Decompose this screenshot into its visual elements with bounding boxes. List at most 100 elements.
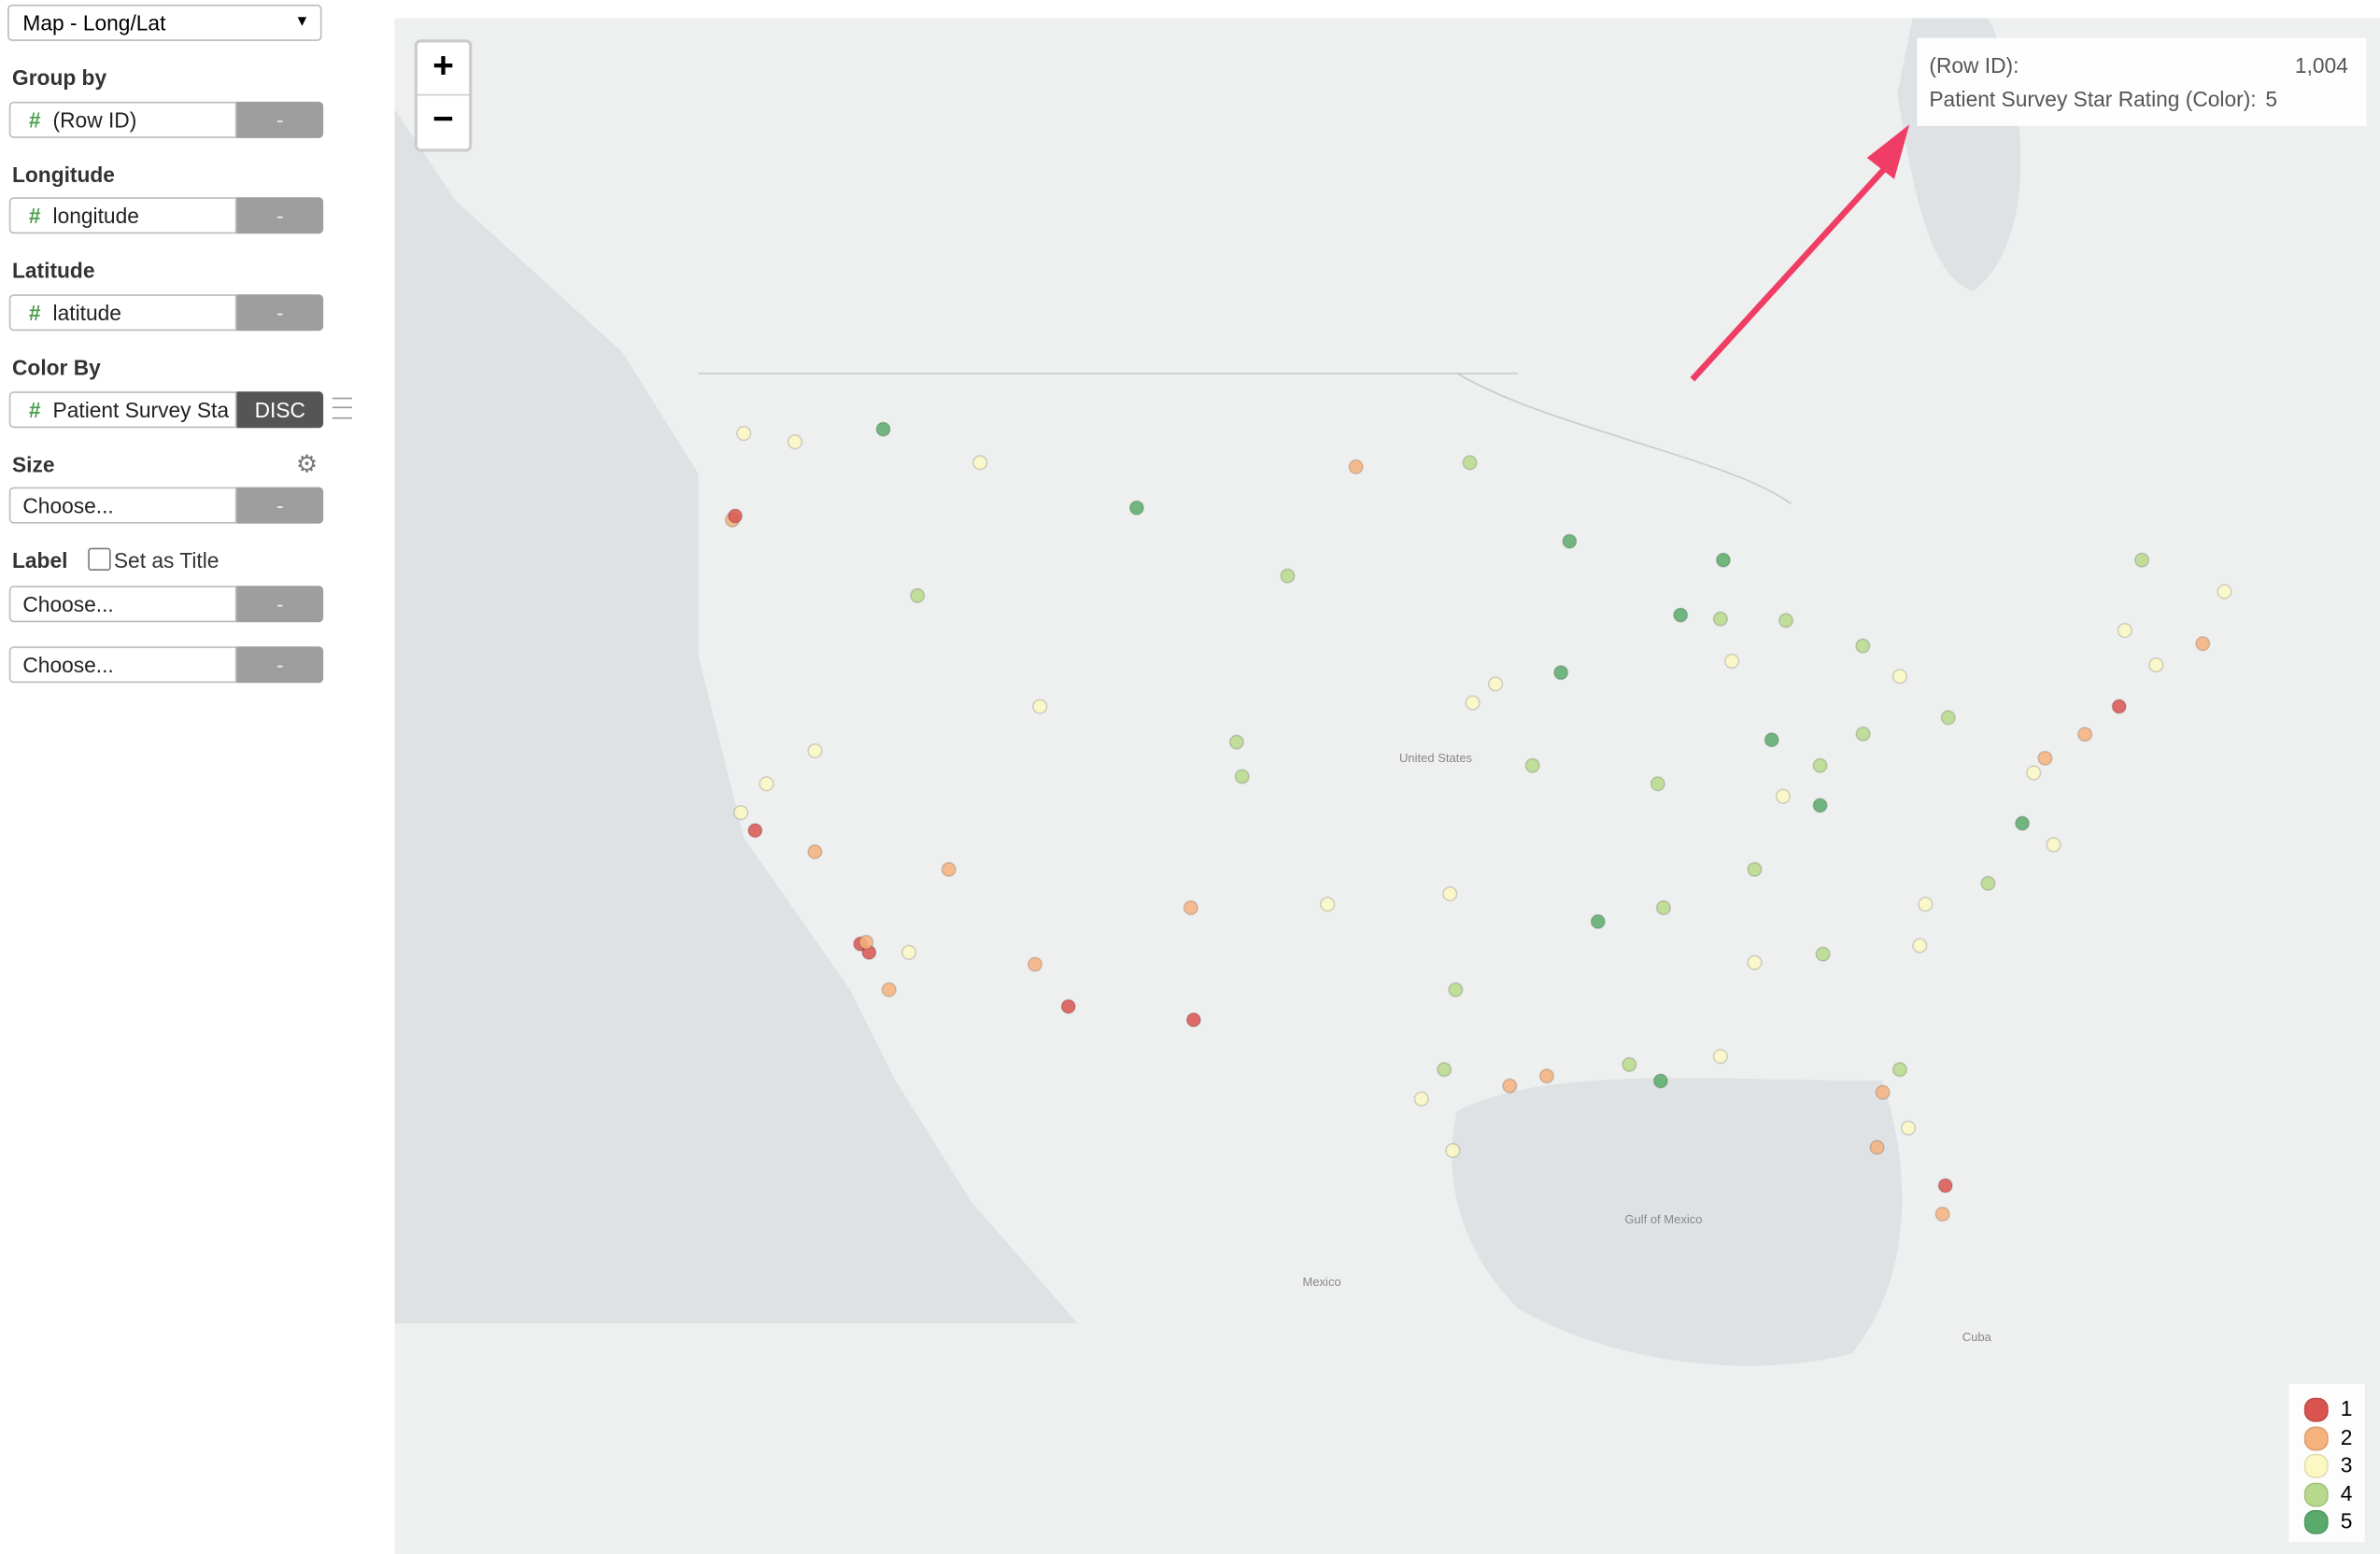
data-point [747,823,763,839]
data-point [1723,653,1740,670]
field[interactable]: Choose... [8,487,237,524]
data-point [1712,611,1729,627]
field-text: Patient Survey Sta [52,397,229,422]
field[interactable]: # latitude [8,294,237,332]
data-point [1032,699,1048,714]
data-point [1655,899,1672,916]
field[interactable]: # (Row ID) [8,101,237,138]
data-point [1348,459,1364,474]
data-point [1442,886,1458,902]
remove-button[interactable]: - [236,294,324,332]
data-point [881,982,897,997]
legend-label: 3 [2340,1452,2353,1477]
field-text: Choose... [22,591,114,616]
checkbox[interactable] [88,547,111,571]
data-point [1590,913,1606,929]
data-point [1553,665,1569,681]
legend: 1 2 3 4 5 [2288,1384,2365,1542]
data-point [1487,676,1504,692]
tooltip-row: Patient Survey Star Rating (Color): 5 [1929,87,2348,111]
tooltip-value: 5 [2265,86,2278,111]
gear-icon[interactable]: ⚙ [295,452,319,478]
select-text: Map - Long/Lat [22,10,166,35]
remove-button[interactable]: - [236,101,324,138]
zoom-in[interactable]: + [417,43,470,96]
field-text: latitude [52,300,121,325]
remove-button[interactable]: - [236,586,324,623]
zoom-out[interactable]: − [432,98,454,140]
data-point [1918,897,1934,912]
data-point [2133,552,2150,568]
field[interactable]: # longitude [8,197,237,234]
legend-swatch [2303,1453,2329,1478]
data-point [2037,750,2053,767]
data-point [1538,1068,1555,1084]
border [698,372,1792,505]
legend-swatch [2303,1397,2329,1422]
data-point [1183,899,1198,916]
data-point [1900,1120,1917,1137]
tooltip-key: Patient Survey Star Rating (Color): [1929,86,2257,111]
legend-label: 4 [2340,1480,2353,1505]
data-point [875,421,891,437]
disc-button[interactable]: DISC [236,391,324,429]
data-point [1815,946,1831,962]
label: Group by [12,64,107,90]
tooltip-value: 1,004 [2294,52,2348,78]
data-point [2026,765,2042,781]
data-point [727,508,744,524]
field[interactable]: # Patient Survey Sta [8,391,237,429]
data-point [1812,757,1828,773]
data-point [1437,1062,1452,1078]
tooltip: (Row ID): 1,004 Patient Survey Star Rating… [1917,37,2367,126]
data-point [2217,584,2232,600]
place-label: United States [1399,751,1473,765]
data-point [1445,1142,1461,1159]
data-point [1812,798,1828,813]
data-point [1280,568,1296,584]
checkbox-label: Set as Title [113,547,220,572]
data-point [1891,1062,1908,1078]
remove-button[interactable]: - [236,197,324,234]
field[interactable]: Choose... [8,586,237,623]
data-point [2111,699,2127,714]
data-point [1855,726,1871,742]
gulf [1452,1078,1903,1366]
remove-button[interactable]: - [236,487,324,524]
data-point [1912,938,1928,954]
field[interactable]: Choose... [8,646,237,684]
data-point [1869,1139,1885,1155]
data-point [807,742,823,759]
legend-swatch [2303,1481,2329,1506]
data-point [1524,757,1540,773]
data-point [1652,1073,1668,1089]
data-point [758,776,774,792]
field-text: Choose... [22,493,114,518]
menu-icon[interactable] [332,397,352,419]
data-point [1320,897,1336,912]
data-point [1673,607,1689,623]
data-point [1775,788,1792,804]
data-point [807,843,823,860]
data-point [1622,1056,1637,1073]
data-point [1712,1048,1729,1065]
field-text: Choose... [22,652,114,677]
data-point [1650,776,1665,792]
data-point [1980,875,1996,892]
label: Label [12,547,68,572]
place-label: Cuba [1962,1330,1992,1344]
annotation-arrow [1690,152,1900,382]
data-point [858,934,874,951]
data-point [1764,732,1779,748]
arrow-head [1866,124,1910,179]
chart-type-select[interactable]: Map - Long/Lat ▼ [7,4,322,41]
data-point [1234,769,1250,784]
field-text: (Row ID) [52,107,137,133]
caret: ▼ [294,13,310,31]
data-point [2117,623,2132,639]
remove-button[interactable]: - [236,646,324,684]
data-point [941,861,956,878]
label: Longitude [12,162,115,187]
